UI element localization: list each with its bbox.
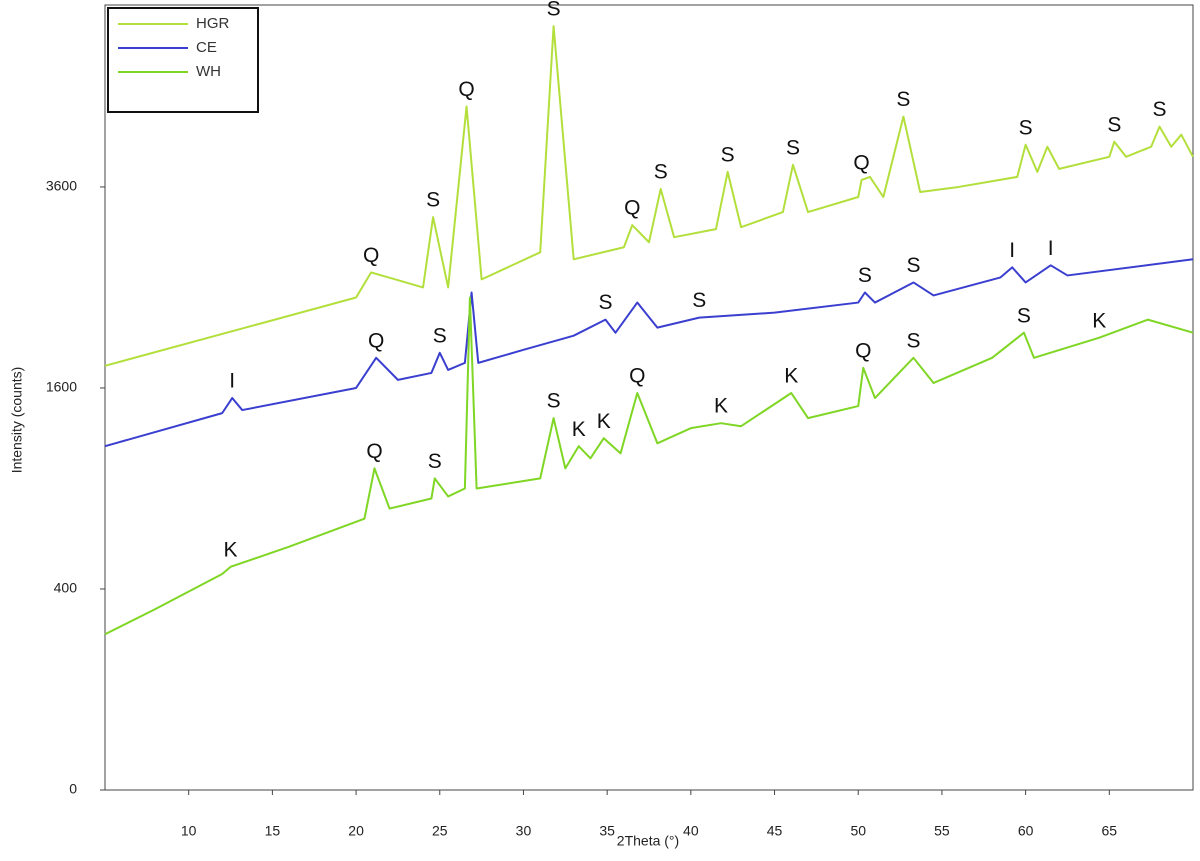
y-tick-label: 400: [54, 580, 78, 596]
peak-label: S: [1017, 304, 1031, 327]
legend-label: CE: [196, 39, 217, 56]
peak-label: Q: [368, 329, 384, 352]
peak-label: S: [858, 264, 872, 287]
legend-label: WH: [196, 63, 221, 80]
peak-label: S: [428, 450, 442, 473]
peak-label: Q: [629, 365, 645, 388]
peak-label: S: [1153, 98, 1167, 121]
peak-label: S: [654, 161, 668, 184]
peak-label: Q: [458, 78, 474, 101]
peak-label: S: [896, 88, 910, 111]
x-tick-label: 50: [850, 823, 866, 839]
y-axis-title: Intensity (counts): [9, 367, 25, 474]
y-tick-label: 0: [69, 781, 77, 797]
x-tick-label: 55: [934, 823, 950, 839]
x-tick-label: 65: [1102, 823, 1118, 839]
x-tick-label: 25: [432, 823, 448, 839]
plot-frame: [104, 4, 1194, 791]
x-tick-label: 15: [265, 823, 281, 839]
peak-label: Q: [624, 197, 640, 220]
x-axis-title: 2Theta (°): [617, 833, 679, 849]
peak-label: K: [572, 418, 586, 441]
peak-label: S: [721, 143, 735, 166]
peak-label: I: [229, 370, 235, 393]
x-tick-label: 30: [516, 823, 532, 839]
y-tick-label: 3600: [46, 178, 77, 194]
y-tick-label: 1600: [46, 379, 77, 395]
x-tick-label: 10: [181, 823, 197, 839]
legend-label: HGR: [196, 15, 230, 32]
peak-label: S: [786, 136, 800, 159]
peak-label: K: [714, 395, 728, 418]
series-line: [104, 25, 1194, 367]
x-tick-label: 45: [767, 823, 783, 839]
peak-label: S: [906, 254, 920, 277]
series-line: [104, 258, 1194, 448]
x-tick-label: 20: [348, 823, 364, 839]
peak-label: S: [433, 324, 447, 347]
x-tick-label: 35: [599, 823, 615, 839]
peak-label: I: [1009, 239, 1015, 262]
series-line: [104, 296, 1194, 636]
peak-label: S: [1019, 116, 1033, 139]
peak-label: S: [906, 329, 920, 352]
peak-label: Q: [853, 151, 869, 174]
peak-label: S: [692, 289, 706, 312]
peak-label: Q: [363, 244, 379, 267]
peak-label: S: [598, 291, 612, 314]
peak-label: S: [426, 189, 440, 212]
peak-label: S: [1107, 113, 1121, 136]
peak-label: K: [597, 410, 611, 433]
x-tick-label: 60: [1018, 823, 1034, 839]
peak-label: S: [547, 390, 561, 413]
peak-label: S: [547, 0, 561, 21]
peak-label: K: [224, 538, 238, 561]
peak-label: Q: [366, 440, 382, 463]
peak-label: I: [1048, 237, 1054, 260]
x-tick-label: 40: [683, 823, 699, 839]
peak-label: Q: [855, 339, 871, 362]
legend-box: [107, 7, 259, 113]
peak-label: K: [784, 365, 798, 388]
peak-label: K: [1092, 309, 1106, 332]
